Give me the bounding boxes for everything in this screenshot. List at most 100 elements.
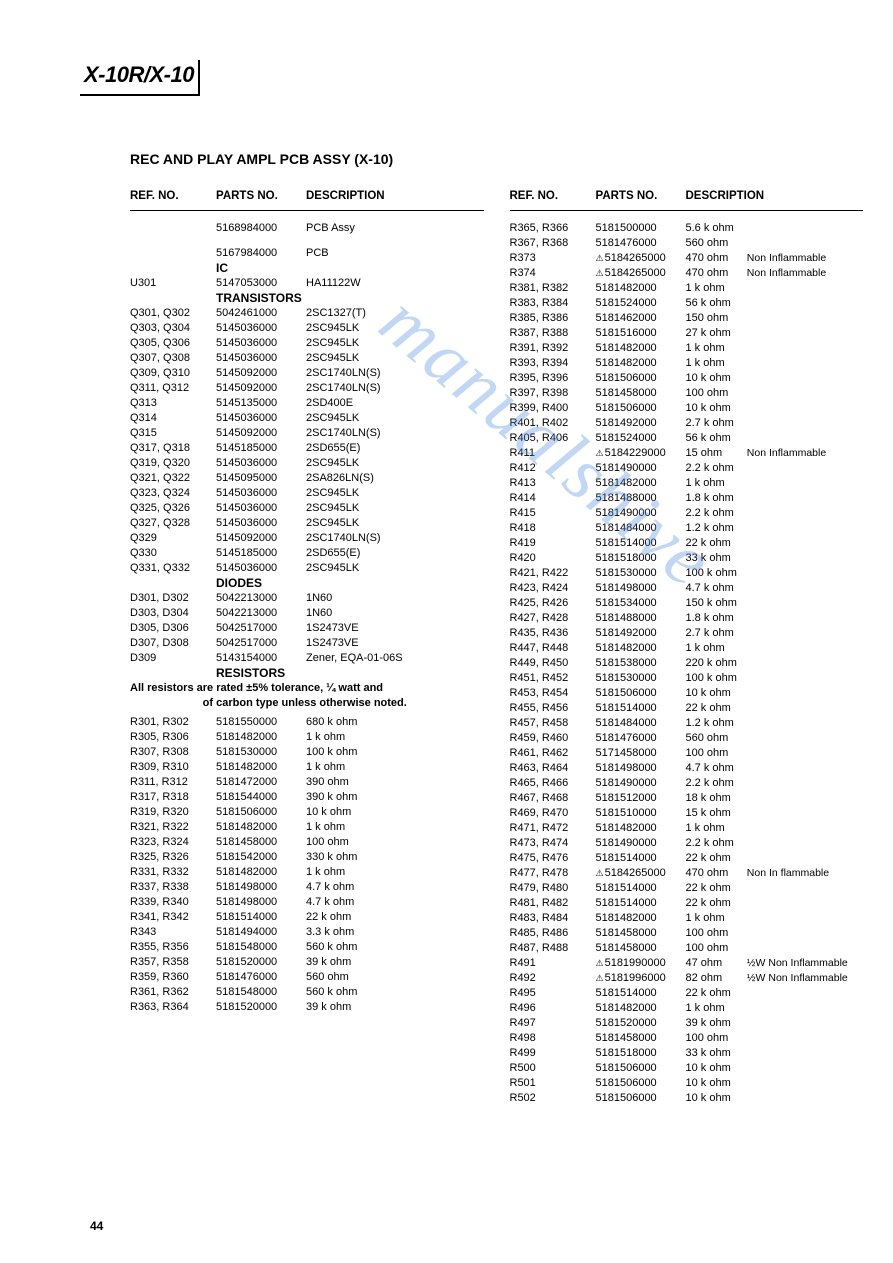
cell-part: 5181484000	[596, 521, 686, 536]
cell-desc: 470 ohm	[686, 866, 747, 881]
table-row: R451, R4525181530000100 k ohm	[510, 671, 864, 686]
cell-note	[747, 401, 863, 416]
cell-part: 5145036000	[216, 336, 306, 351]
table-row: All resistors are rated ±5% tolerance, ¼…	[130, 681, 484, 696]
cell-part: 5181516000	[596, 326, 686, 341]
table-row: R502518150600010 k ohm	[510, 1091, 864, 1106]
cell-ref: R419	[510, 536, 596, 551]
cell-ref: R411	[510, 446, 596, 461]
subhead: DIODES	[216, 576, 484, 591]
cell-part: 5181510000	[596, 806, 686, 821]
cell-desc: 2.2 k ohm	[686, 461, 747, 476]
cell-ref: R305, R306	[130, 730, 216, 745]
table-row: Q331, Q33251450360002SC945LK	[130, 561, 484, 576]
table-row: R385, R3865181462000150 ohm	[510, 311, 864, 326]
cell-ref: R427, R428	[510, 611, 596, 626]
cell-desc: 2SC1327(T)	[306, 306, 484, 321]
cell-note	[747, 566, 863, 581]
cell-ref: R423, R424	[510, 581, 596, 596]
cell-part: 5042517000	[216, 636, 306, 651]
cell-part: 5181488000	[596, 491, 686, 506]
table-row: Q31351451350002SD400E	[130, 396, 484, 411]
cell-part: 5181498000	[216, 880, 306, 895]
cell-ref: R397, R398	[510, 386, 596, 401]
cell-ref: R497	[510, 1016, 596, 1031]
cell-desc: 22 k ohm	[686, 881, 747, 896]
table-row: D305, D30650425170001S2473VE	[130, 621, 484, 636]
table-header-row: REF. NO. PARTS NO. DESCRIPTION	[510, 185, 864, 211]
table-row: R339, R34051814980004.7 k ohm	[130, 895, 484, 910]
cell-ref: R414	[510, 491, 596, 506]
cell-part: 5181512000	[596, 791, 686, 806]
cell-ref: R321, R322	[130, 820, 216, 835]
cell-ref: R325, R326	[130, 850, 216, 865]
cell-desc: 100 ohm	[686, 1031, 747, 1046]
cell-part: 5181484000	[596, 716, 686, 731]
cell-desc: 27 k ohm	[686, 326, 747, 341]
table-row: R41251814900002.2 k ohm	[510, 461, 864, 476]
cell-note	[747, 416, 863, 431]
cell-note	[747, 731, 863, 746]
cell-note	[747, 896, 863, 911]
cell-part: 5145036000	[216, 486, 306, 501]
cell-desc: 100 k ohm	[686, 671, 747, 686]
subhead: TRANSISTORS	[216, 291, 484, 306]
table-row: R421, R4225181530000100 k ohm	[510, 566, 864, 581]
cell-part: 5181482000	[216, 820, 306, 835]
cell-part: 5145092000	[216, 531, 306, 546]
cell-note	[747, 851, 863, 866]
cell-part: 5181530000	[596, 671, 686, 686]
col-ref: REF. NO.	[510, 185, 596, 211]
cell-desc: 22 k ohm	[686, 986, 747, 1001]
cell-part: 5042213000	[216, 591, 306, 606]
cell-ref: D303, D304	[130, 606, 216, 621]
cell-part: 5181520000	[596, 1016, 686, 1031]
table-row: R423, R42451814980004.7 k ohm	[510, 581, 864, 596]
table-header-row: REF. NO. PARTS NO. DESCRIPTION	[130, 185, 484, 211]
cell-ref: R502	[510, 1091, 596, 1106]
cell-part: 5181482000	[216, 760, 306, 775]
cell-part: 5181482000	[216, 730, 306, 745]
cell-ref: Q331, Q332	[130, 561, 216, 576]
left-column: REF. NO. PARTS NO. DESCRIPTION 516898400…	[130, 185, 484, 1106]
cell-part: 5181990000	[596, 956, 686, 971]
cell-desc: 2SC945LK	[306, 561, 484, 576]
cell-desc: 2.2 k ohm	[686, 776, 747, 791]
cell-desc: 1 k ohm	[306, 760, 484, 775]
cell-note	[747, 581, 863, 596]
cell-note: ½W Non Inflammable	[747, 956, 863, 971]
cell-part: 5181482000	[596, 281, 686, 296]
cell-ref: R500	[510, 1061, 596, 1076]
cell-desc: PCB	[306, 246, 484, 261]
cell-part: 5181514000	[596, 536, 686, 551]
cell-part: 5181476000	[596, 236, 686, 251]
cell-part: 5181458000	[596, 926, 686, 941]
cell-desc: 2SC945LK	[306, 516, 484, 531]
table-row: R49651814820001 k ohm	[510, 1001, 864, 1016]
table-row: R499518151800033 k ohm	[510, 1046, 864, 1061]
cell-desc: 2SA826LN(S)	[306, 471, 484, 486]
table-row: R323, R3245181458000100 ohm	[130, 835, 484, 850]
cell-ref: R469, R470	[510, 806, 596, 821]
model-title: X-10R/X-10	[80, 60, 200, 96]
cell-desc: 4.7 k ohm	[306, 880, 484, 895]
table-row: R425, R4265181534000150 k ohm	[510, 596, 864, 611]
table-row: Q311, Q31251450920002SC1740LN(S)	[130, 381, 484, 396]
cell-desc: 2.2 k ohm	[686, 506, 747, 521]
table-row: R41351814820001 k ohm	[510, 476, 864, 491]
cell-note	[747, 641, 863, 656]
cell-note	[747, 941, 863, 956]
table-row: R465, R46651814900002.2 k ohm	[510, 776, 864, 791]
table-row: R497518152000039 k ohm	[510, 1016, 864, 1031]
table-row: R477, R4785184265000470 ohmNon In flamma…	[510, 866, 864, 881]
table-row: Q309, Q31051450920002SC1740LN(S)	[130, 366, 484, 381]
cell-part: 5145036000	[216, 516, 306, 531]
cell-note	[747, 881, 863, 896]
table-row: R483, R48451814820001 k ohm	[510, 911, 864, 926]
page: X-10R/X-10 REC AND PLAY AMPL PCB ASSY (X…	[0, 0, 893, 1263]
cell-note	[747, 326, 863, 341]
cell-ref: R309, R310	[130, 760, 216, 775]
cell-ref: R365, R366	[510, 221, 596, 236]
cell-ref: R485, R486	[510, 926, 596, 941]
cell-ref: R323, R324	[130, 835, 216, 850]
